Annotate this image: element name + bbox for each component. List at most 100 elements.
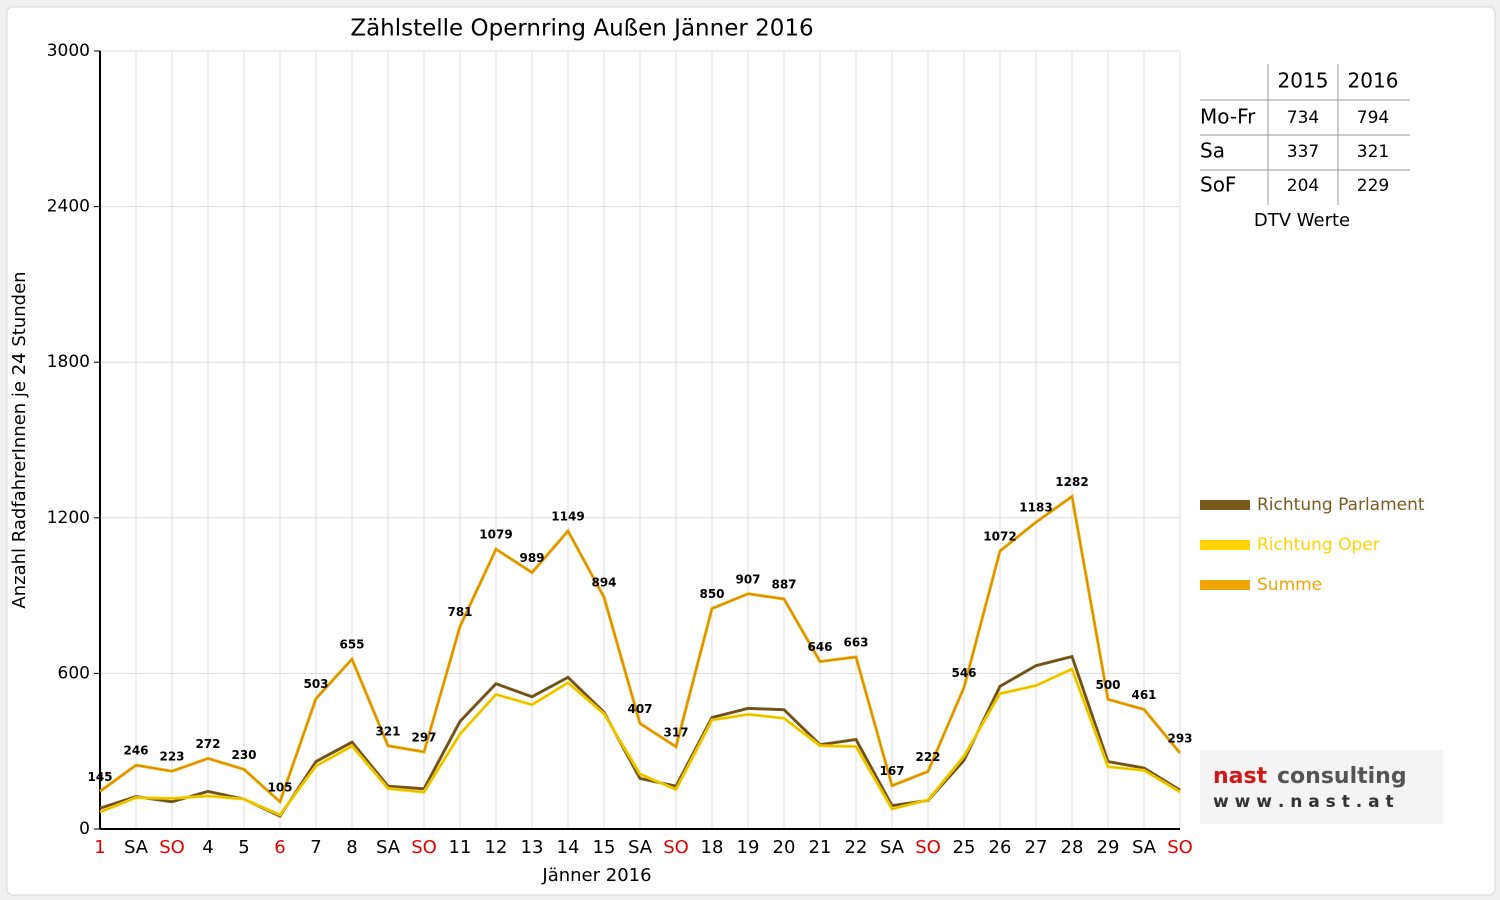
table-cell: 794 (1357, 108, 1389, 128)
x-tick-label: 25 (953, 837, 976, 858)
x-tick-label: 26 (989, 837, 1012, 858)
data-label: 317 (663, 725, 688, 739)
series-line-edge (99, 495, 1181, 803)
x-tick-label: SA (1132, 837, 1157, 858)
x-tick-label: 13 (521, 837, 544, 858)
y-tick-label: 3000 (47, 41, 90, 61)
logo-box (1200, 750, 1443, 824)
x-tick-label: 12 (485, 837, 508, 858)
x-tick-label: SA (880, 837, 905, 858)
data-label: 145 (87, 770, 112, 784)
table-row-label: Sa (1200, 139, 1225, 163)
y-tick-label: 600 (58, 663, 90, 683)
table-row-label: Mo-Fr (1200, 105, 1256, 129)
x-tick-label: SO (1167, 837, 1193, 858)
x-axis-label: Jänner 2016 (541, 865, 651, 886)
data-label: 887 (771, 577, 796, 591)
data-label: 407 (627, 702, 652, 716)
chart-title: Zählstelle Opernring Außen Jänner 2016 (350, 16, 813, 42)
x-tick-label: SA (628, 837, 653, 858)
logo-suffix: consulting (1277, 764, 1407, 789)
data-label: 546 (951, 666, 976, 680)
data-label: 272 (195, 737, 220, 751)
data-label: 850 (699, 587, 724, 601)
dtv-table: DTV Werte 2015 2016 Mo-Fr 734 794 Sa 337 321 SoF… (1200, 64, 1410, 231)
y-tick-label: 0 (79, 819, 90, 839)
data-label: 655 (339, 638, 364, 652)
data-label: 1079 (479, 528, 512, 542)
x-tick-label: SA (376, 837, 401, 858)
data-label: 663 (843, 636, 868, 650)
data-label: 230 (231, 748, 256, 762)
legend-label: Richtung Parlament (1257, 495, 1425, 515)
data-label: 1183 (1019, 501, 1052, 515)
x-tick-label: 8 (346, 837, 357, 858)
x-tick-label: SO (663, 837, 689, 858)
data-label: 1149 (551, 510, 584, 524)
data-label: 646 (807, 640, 832, 654)
data-label: 222 (915, 750, 940, 764)
legend-swatch (1200, 500, 1250, 510)
data-label: 989 (519, 551, 544, 565)
x-tick-label: 27 (1025, 837, 1048, 858)
table-cell: 734 (1287, 108, 1319, 128)
x-tick-label: 15 (593, 837, 616, 858)
x-tick-label: 22 (845, 837, 868, 858)
data-label: 1072 (983, 529, 1016, 543)
data-label: 500 (1095, 678, 1120, 692)
x-tick-label: SA (124, 837, 149, 858)
data-label: 246 (123, 744, 148, 758)
y-tick-label: 1200 (47, 508, 90, 528)
data-label: 297 (411, 730, 436, 744)
x-tick-label: 21 (809, 837, 832, 858)
x-tick-label: SO (915, 837, 941, 858)
table-cell: 204 (1287, 176, 1319, 196)
x-tick-label: 7 (310, 837, 321, 858)
table-header: 2015 (1278, 69, 1329, 93)
data-label: 167 (879, 764, 904, 778)
data-label: 105 (267, 780, 292, 794)
table-row-label: SoF (1200, 173, 1236, 197)
x-tick-label: 5 (238, 837, 249, 858)
legend-label: Richtung Oper (1257, 535, 1380, 555)
x-tick-label: 11 (449, 837, 472, 858)
data-label: 461 (1131, 688, 1156, 702)
table-cell: 337 (1287, 142, 1319, 162)
x-tick-label: SO (159, 837, 185, 858)
data-label: 781 (447, 605, 472, 619)
y-tick-label: 1800 (47, 352, 90, 372)
x-tick-label: 28 (1061, 837, 1084, 858)
data-label: 907 (735, 572, 760, 586)
x-tick-label: 20 (773, 837, 796, 858)
data-label: 293 (1167, 732, 1192, 746)
legend-swatch (1200, 580, 1250, 590)
data-label: 1282 (1055, 475, 1088, 489)
logo-brand: nast (1213, 764, 1268, 789)
table-caption: DTV Werte (1254, 210, 1350, 231)
data-label: 321 (375, 724, 400, 738)
series-line (99, 493, 1182, 805)
x-tick-label: 6 (274, 837, 285, 858)
data-label: 894 (591, 576, 616, 590)
table-cell: 321 (1357, 142, 1389, 162)
series-line (99, 666, 1181, 817)
data-label: 223 (159, 750, 184, 764)
x-tick-label: 4 (202, 837, 213, 858)
y-axis-label: Anzahl RadfahrerInnen je 24 Stunden (9, 271, 30, 608)
x-tick-label: 29 (1097, 837, 1120, 858)
series-line-edge (99, 668, 1181, 816)
x-tick-label: 18 (701, 837, 724, 858)
x-tick-label: SO (411, 837, 437, 858)
logo-url: w w w . n a s t . a t (1213, 792, 1394, 812)
y-tick-label: 2400 (47, 197, 90, 217)
x-tick-label: 1 (94, 837, 105, 858)
x-tick-label: 14 (557, 837, 580, 858)
table-header: 2016 (1348, 69, 1399, 93)
legend-label: Summe (1257, 575, 1322, 595)
x-tick-label: 19 (737, 837, 760, 858)
table-cell: 229 (1357, 176, 1389, 196)
data-label: 503 (303, 677, 328, 691)
legend-swatch (1200, 540, 1250, 550)
